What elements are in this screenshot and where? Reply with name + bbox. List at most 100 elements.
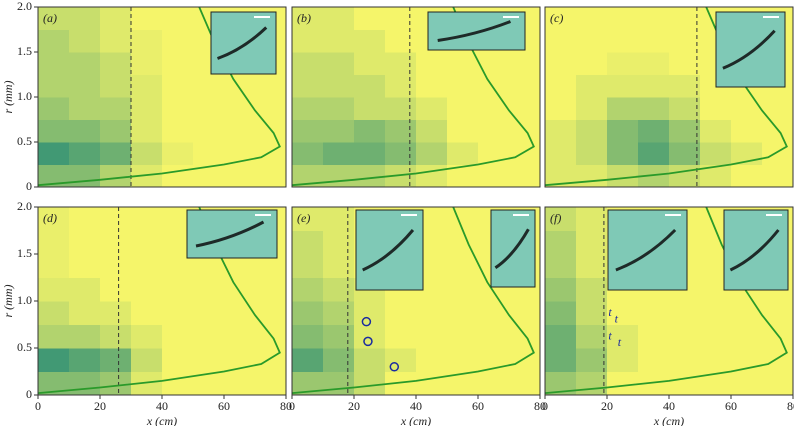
inset-shape [494,228,530,270]
heat-cell [323,164,355,188]
heat-cell [193,74,225,98]
heat-cell [131,119,163,143]
heat-cell [69,348,101,372]
heat-cell [38,29,70,53]
panel: (e) 0 20 40 60 80 x (cm) [289,206,546,426]
heat-cell [385,164,417,188]
heat-cell [385,74,417,98]
panel-label: (c) [550,11,563,25]
y-tick-label: 0 [26,387,32,401]
heat-cell [638,29,670,53]
heat-cell [100,254,132,278]
heat-cell [607,7,639,30]
heat-cell [255,348,287,372]
heat-cell [193,119,225,143]
heat-cell [669,74,701,98]
heat-cell [69,254,101,278]
heat-cell [669,97,701,120]
heat-cell [292,301,324,325]
heat-cell [607,164,639,188]
heat-cell [638,301,670,325]
heat-cell [669,52,701,75]
heat-cell [224,74,256,98]
heat-cell [447,230,479,255]
heat-cell [100,207,132,231]
heat-cell [545,142,577,165]
heat-cell [576,142,608,165]
panel-frame [291,6,541,188]
heat-cell [731,164,763,188]
heat-cell [700,119,732,143]
heat-cell [131,348,163,372]
heat-cell [255,164,287,188]
heat-cell [416,142,448,165]
heat-cell [323,254,355,278]
heat-cell [255,119,287,143]
heat-cell [509,97,541,120]
heat-cell [162,164,194,188]
heat-cell [354,119,386,143]
heat-cell [193,164,225,188]
heat-cell [545,52,577,75]
heat-cell [354,348,386,372]
heat-cell [69,142,101,165]
heat-cell [416,371,448,396]
heat-cell [478,301,510,325]
heat-cell [607,142,639,165]
heat-cell [576,119,608,143]
heat-cell [224,97,256,120]
heat-cell [162,301,194,325]
heat-cell [385,7,417,30]
panel-frame [544,6,794,188]
heat-cell [69,74,101,98]
heat-cell [255,142,287,165]
heat-cell [131,7,163,30]
heat-cell [509,142,541,165]
heat-cell [607,119,639,143]
heat-cell [131,207,163,231]
heat-cell [762,142,794,165]
envelope-curve [291,6,535,187]
x-tick-label: 80 [280,399,292,413]
heat-cell [292,164,324,188]
heat-cell [69,164,101,188]
heat-cell [385,348,417,372]
heat-cell [545,301,577,325]
heat-cell [638,74,670,98]
heat-cell [731,97,763,120]
heat-cell [576,207,608,231]
heat-cell [162,52,194,75]
heat-cell [69,29,101,53]
marker-circle [361,316,372,327]
heat-cell [100,97,132,120]
heat-cell [323,119,355,143]
heat-cell [545,29,577,53]
marker-circle [363,336,373,347]
heat-cell [193,301,225,325]
heat-cell [323,324,355,349]
heat-cell [762,97,794,120]
x-tick-label: 40 [663,399,675,413]
heat-cell [162,97,194,120]
heat-cell [700,164,732,188]
t-marker: t [618,335,622,349]
heat-cell [224,277,256,302]
heat-cell [255,74,287,98]
heat-cell [638,7,670,30]
x-tick-label: 40 [410,399,422,413]
heat-cell [638,97,670,120]
heat-cell [669,29,701,53]
heat-cell [255,97,287,120]
heat-cell [323,301,355,325]
heat-cell [38,277,70,302]
heat-cell [731,371,763,396]
heat-cell [576,371,608,396]
heat-cell [292,29,324,53]
heat-cell [100,52,132,75]
heat-cell [354,74,386,98]
heat-cell [576,29,608,53]
y-tick-label: 2.0 [17,199,32,213]
heat-cell [509,52,541,75]
t-marker: t [608,305,612,319]
